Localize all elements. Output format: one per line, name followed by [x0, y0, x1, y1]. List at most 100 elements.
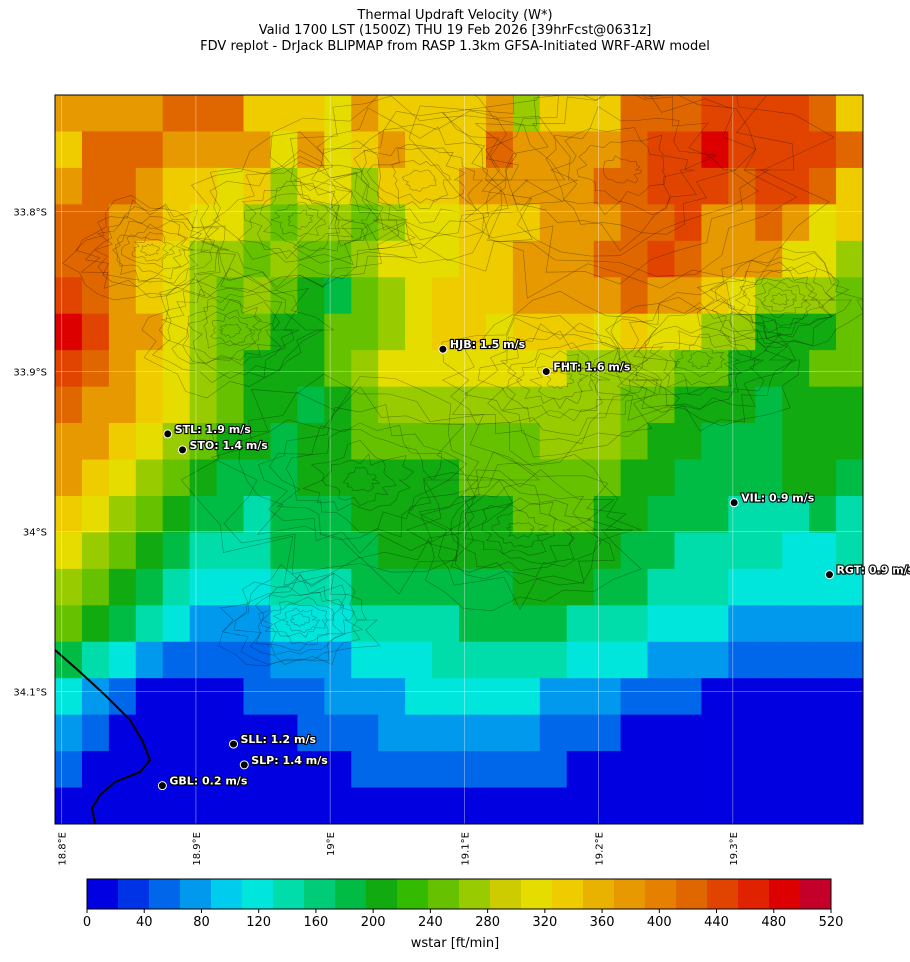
- heatmap-cell: [701, 495, 729, 533]
- heatmap-cell: [189, 605, 218, 643]
- heatmap-cell: [836, 386, 863, 424]
- heatmap-cell: [836, 787, 863, 824]
- heatmap-cell: [351, 459, 379, 497]
- heatmap-cell: [405, 605, 433, 643]
- heatmap-cell: [836, 751, 863, 789]
- heatmap-cell: [593, 605, 622, 643]
- heatmap-cell: [216, 95, 245, 133]
- heatmap-cell: [512, 95, 541, 133]
- heatmap-cell: [405, 532, 433, 570]
- contour-line: [238, 386, 479, 561]
- station-sll: SLL: 1.2 m/s: [229, 732, 318, 749]
- contour-line: [669, 333, 740, 386]
- heatmap-cell: [162, 641, 191, 679]
- heatmap-cell: [647, 350, 676, 388]
- heatmap-cell: [782, 423, 810, 461]
- heatmap-cell: [55, 495, 83, 533]
- contour-line: [401, 169, 437, 193]
- contour-line: [481, 95, 759, 257]
- station-label: STO: 1.4 m/s: [190, 439, 269, 452]
- heatmap-cell: [297, 386, 325, 424]
- heatmap-cell: [647, 495, 676, 533]
- heatmap-cell: [755, 714, 783, 752]
- heatmap-cell: [243, 204, 272, 242]
- heatmap-cell: [270, 167, 298, 205]
- heatmap-cell: [432, 386, 460, 424]
- colorbar-swatch: [707, 879, 739, 909]
- heatmap-cell: [485, 423, 514, 461]
- heatmap-cell: [108, 277, 137, 315]
- heatmap-cell: [566, 277, 595, 315]
- heatmap-cell: [755, 605, 783, 643]
- heatmap-cell: [216, 459, 245, 497]
- contour-line: [642, 319, 760, 395]
- heatmap-cell: [432, 167, 460, 205]
- heatmap-cell: [809, 167, 837, 205]
- heatmap-cell: [162, 568, 191, 606]
- contour-line: [259, 193, 341, 249]
- heatmap-cell: [459, 95, 487, 133]
- contour-line: [408, 95, 835, 299]
- heatmap-cell: [566, 714, 595, 752]
- heatmap-cell: [432, 641, 460, 679]
- heatmap-cell: [351, 751, 379, 789]
- heatmap-cell: [162, 495, 191, 533]
- heatmap-cell: [674, 423, 702, 461]
- heatmap-cell: [378, 386, 406, 424]
- contour-line: [212, 161, 380, 266]
- contour-line: [463, 317, 659, 444]
- station-label: STL: 1.9 m/s: [175, 423, 251, 436]
- heatmap-cell: [701, 131, 729, 169]
- heatmap-cell: [459, 714, 487, 752]
- heatmap-cell: [782, 204, 810, 242]
- heatmap-cell: [81, 204, 110, 242]
- heatmap-cell: [81, 277, 110, 315]
- heatmap-cell: [81, 532, 110, 570]
- heatmap-cell: [378, 167, 406, 205]
- heatmap-cell: [674, 277, 702, 315]
- heatmap-cell: [701, 787, 729, 824]
- contour-line: [322, 453, 397, 507]
- heatmap-cell: [243, 423, 272, 461]
- heatmap-cell: [108, 95, 137, 133]
- heatmap-cell: [566, 313, 595, 351]
- heatmap-cell: [620, 459, 649, 497]
- heatmap-cell: [620, 131, 649, 169]
- heatmap-cell: [512, 641, 541, 679]
- heatmap-cell: [836, 350, 863, 388]
- heatmap-cell: [243, 386, 272, 424]
- contour-line: [391, 160, 451, 204]
- heatmap-cell: [243, 131, 272, 169]
- contour-line: [615, 302, 793, 411]
- heatmap-cell: [243, 532, 272, 570]
- heatmap-cell: [297, 240, 325, 278]
- heatmap-cell: [459, 204, 487, 242]
- heatmap-cell: [432, 605, 460, 643]
- heatmap-cell: [674, 605, 702, 643]
- heatmap-cell: [809, 714, 837, 752]
- heatmap-cell: [701, 167, 729, 205]
- colorbar-swatch: [304, 879, 336, 909]
- colorbar-tick-label: 40: [136, 915, 153, 930]
- heatmap-cell: [81, 714, 110, 752]
- heatmap-cell: [485, 532, 514, 570]
- contour-line: [441, 290, 681, 466]
- heatmap-cell: [243, 495, 272, 533]
- contour-line: [361, 147, 484, 224]
- contour-line: [311, 110, 519, 241]
- heatmap-cell: [674, 787, 702, 824]
- heatmap-cell: [108, 313, 137, 351]
- colorbar-swatch: [614, 879, 646, 909]
- heatmap-cell: [216, 131, 245, 169]
- heatmap-cell: [782, 787, 810, 824]
- longitude-label: 19°E: [326, 832, 337, 856]
- heatmap-cell: [243, 167, 272, 205]
- heatmap-cell: [782, 605, 810, 643]
- contour-line: [218, 323, 242, 338]
- station-dot: [229, 739, 239, 749]
- heatmap-cell: [459, 167, 487, 205]
- heatmap-cell: [324, 240, 352, 278]
- map-subtitle-valid-time: Valid 1700 LST (1500Z) THU 19 Feb 2026 […: [258, 23, 652, 38]
- heatmap-cell: [324, 131, 352, 169]
- heatmap-cell: [405, 751, 433, 789]
